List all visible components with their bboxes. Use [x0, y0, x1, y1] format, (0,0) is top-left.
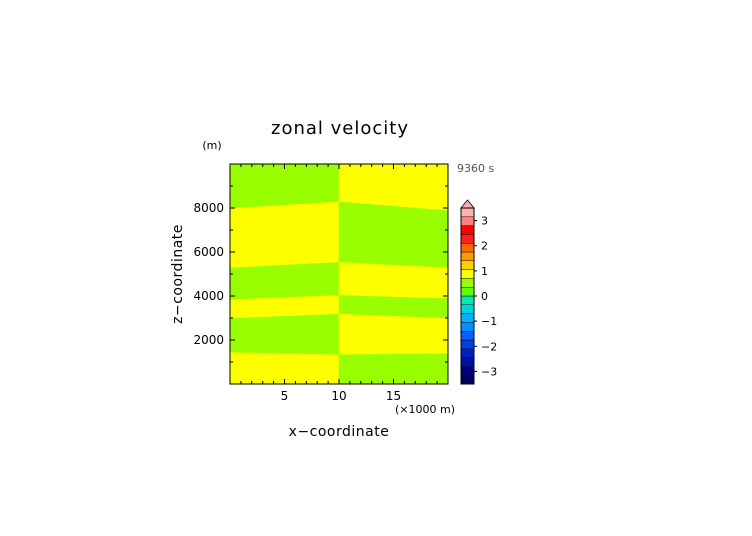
- x-tick-label: 15: [386, 389, 401, 403]
- y-tick-label: 2000: [193, 333, 224, 347]
- colorbar-level: [460, 339, 475, 350]
- right-band: [338, 201, 449, 268]
- colorbar-level: [460, 287, 475, 297]
- colorbar-level: [460, 242, 475, 253]
- colorbar-level: [460, 357, 475, 367]
- colorbar-tick-label: 0: [481, 290, 488, 303]
- y-tick-label: 4000: [193, 289, 224, 303]
- colorbar-level: [460, 313, 475, 323]
- x-unit-label: (×1000 m): [395, 403, 455, 416]
- colorbar-level: [460, 331, 475, 341]
- left-band: [229, 313, 340, 355]
- time-label: 9360 s: [457, 162, 494, 175]
- colorbar-level: [460, 366, 475, 376]
- right-band: [338, 261, 449, 299]
- colorbar-tick-label: 1: [481, 265, 488, 278]
- y-tick-label: 6000: [193, 245, 224, 259]
- colorbar-tick-label: −2: [481, 340, 497, 353]
- colorbar-tick-label: −3: [481, 365, 497, 378]
- y-tick-label: 8000: [193, 201, 224, 215]
- colorbar-extension: [460, 199, 475, 209]
- colorbar: 3 2 1 0 −1 −2 −3: [460, 199, 497, 385]
- x-axis-ticks: 5 10 15: [240, 164, 438, 403]
- left-band: [229, 261, 340, 300]
- colorbar-level: [460, 234, 475, 244]
- colorbar-tick-label: 2: [481, 240, 488, 253]
- x-axis-label: x−coordinate: [289, 424, 390, 440]
- right-band: [338, 313, 449, 355]
- y-axis-label: z−coordinate: [170, 224, 186, 324]
- colorbar-level: [460, 322, 475, 332]
- colorbar-level: [460, 269, 475, 279]
- left-band: [229, 163, 340, 209]
- colorbar-tick-label: 3: [481, 215, 488, 228]
- colorbar-tick-label: −1: [481, 315, 497, 328]
- colorbar-level: [460, 207, 475, 218]
- x-tick-label: 10: [331, 389, 346, 403]
- y-unit-label: (m): [202, 139, 221, 152]
- colorbar-level: [460, 216, 475, 226]
- velocity-field: [229, 163, 449, 385]
- colorbar-level: [460, 251, 475, 262]
- colorbar-level: [460, 278, 475, 288]
- colorbar-level: [460, 375, 475, 385]
- colorbar-level: [460, 348, 475, 358]
- colorbar-level: [460, 260, 475, 270]
- colorbar-level: [460, 304, 475, 314]
- x-tick-label: 5: [281, 389, 289, 403]
- colorbar-level: [460, 295, 475, 306]
- chart-title: zonal velocity: [271, 118, 409, 139]
- colorbar-level: [460, 225, 475, 235]
- left-band: [229, 201, 340, 268]
- y-axis-ticks: 2000 4000 6000 8000: [193, 185, 448, 363]
